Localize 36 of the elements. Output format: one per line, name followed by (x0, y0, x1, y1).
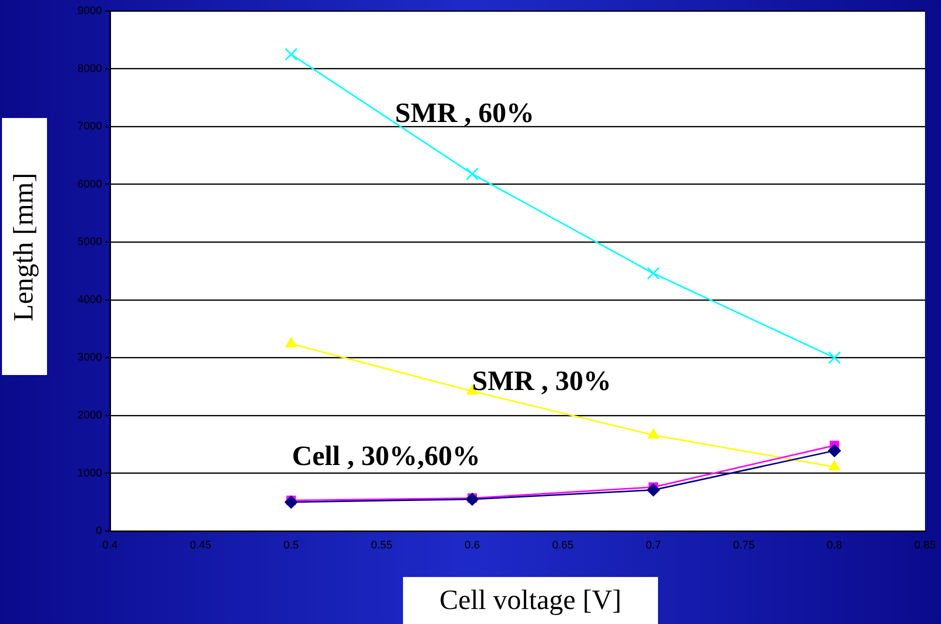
point (285, 337, 297, 348)
point (828, 351, 841, 364)
point (284, 496, 298, 509)
x-tick-label: 0.4 (102, 540, 118, 552)
point (466, 492, 479, 506)
point (828, 460, 840, 470)
x-tick-label: 0.85 (914, 540, 936, 552)
x-tick-label: 0.6 (464, 540, 480, 552)
y-tick-label: 2000 (78, 409, 102, 422)
y-tick-label: 3000 (78, 352, 102, 364)
point (648, 428, 660, 439)
y-tick-label: 8000 (78, 62, 102, 75)
y-tick-label: 1000 (78, 467, 102, 480)
x-tick-label: 0.75 (733, 540, 755, 552)
x-tick-label: 0.55 (370, 540, 392, 552)
annotation: SMR , 60% (395, 98, 534, 130)
y-tick-label: 4000 (78, 294, 102, 306)
annotation: SMR , 30% (472, 366, 612, 398)
x-tick-label: 0.8 (826, 540, 842, 552)
annotation: Cell , 30%,60% (292, 441, 480, 472)
y-tick-label: 5000 (78, 236, 102, 248)
y-axis-title: Length [mm] (8, 172, 40, 321)
point (646, 266, 660, 280)
point (284, 48, 298, 61)
x-tick-label: 0.65 (552, 540, 574, 552)
y-tick-label: 9000 (78, 5, 102, 18)
point (466, 168, 479, 180)
x-axis-title: Cell voltage [V] (403, 577, 658, 624)
y-tick-label: 7000 (78, 120, 102, 133)
point (828, 444, 841, 458)
y-tick-label: 6000 (78, 178, 102, 190)
point (646, 483, 660, 496)
y-tick-label: 0 (96, 525, 102, 538)
x-tick-label: 0.45 (190, 540, 212, 552)
x-tick-label: 0.7 (646, 540, 661, 552)
x-tick-label: 0.5 (283, 540, 299, 552)
